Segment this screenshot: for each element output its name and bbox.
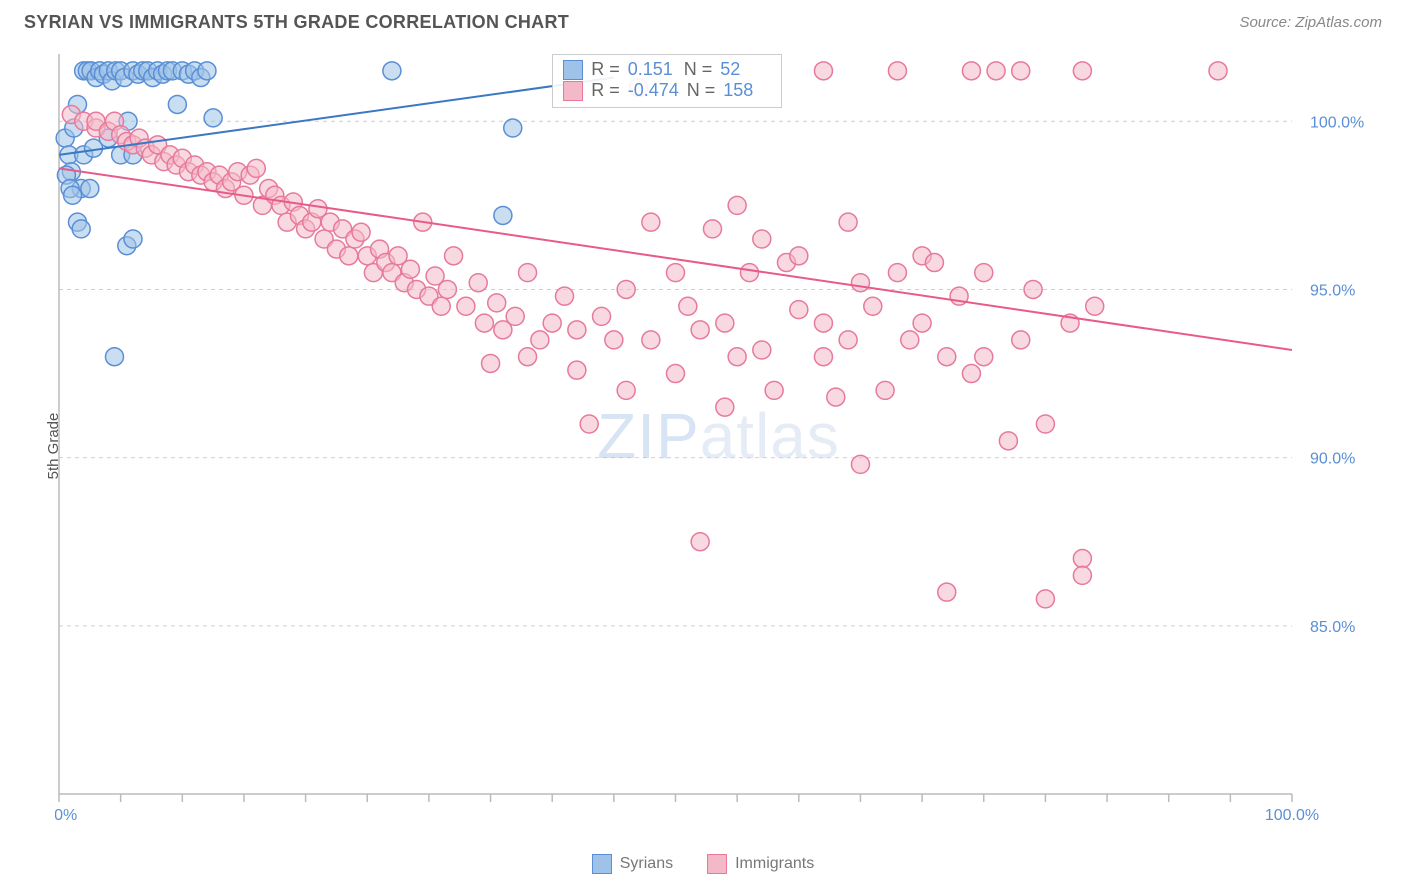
svg-text:100.0%: 100.0% <box>1265 807 1319 822</box>
legend-label: Syrians <box>620 855 673 873</box>
stats-n-value: 158 <box>723 80 771 101</box>
svg-text:95.0%: 95.0% <box>1310 282 1355 299</box>
stats-r-value: 0.151 <box>628 59 676 80</box>
svg-text:85.0%: 85.0% <box>1310 619 1355 636</box>
plot-area: 85.0%90.0%95.0%100.0%0.0%100.0% ZIPatlas… <box>55 50 1382 822</box>
stats-n-value: 52 <box>720 59 768 80</box>
stats-row: R = -0.474 N = 158 <box>563 80 771 101</box>
svg-text:100.0%: 100.0% <box>1310 114 1364 131</box>
svg-text:90.0%: 90.0% <box>1310 451 1355 468</box>
legend-label: Immigrants <box>735 855 814 873</box>
stats-swatch <box>563 81 583 101</box>
scatter-svg: 85.0% 90.0% 95.0% 100.0% 0.0% 100.0% <box>55 50 1382 822</box>
stats-r-label: R = <box>591 59 620 80</box>
legend-bottom: Syrians Immigrants <box>0 854 1406 874</box>
stats-swatch <box>563 60 583 80</box>
stats-r-label: R = <box>591 80 620 101</box>
svg-text:0.0%: 0.0% <box>55 807 77 822</box>
stats-box: R =0.151N =52R =-0.474N =158 <box>552 54 782 108</box>
source-label: Source: ZipAtlas.com <box>1239 14 1382 31</box>
legend-swatch <box>707 854 727 874</box>
stats-n-label: N = <box>687 80 716 101</box>
legend-item: Immigrants <box>707 854 814 874</box>
legend-item: Syrians <box>592 854 673 874</box>
legend-swatch <box>592 854 612 874</box>
stats-row: R = 0.151 N = 52 <box>563 59 771 80</box>
chart-title: SYRIAN VS IMMIGRANTS 5TH GRADE CORRELATI… <box>24 12 569 33</box>
stats-n-label: N = <box>684 59 713 80</box>
stats-r-value: -0.474 <box>628 80 679 101</box>
